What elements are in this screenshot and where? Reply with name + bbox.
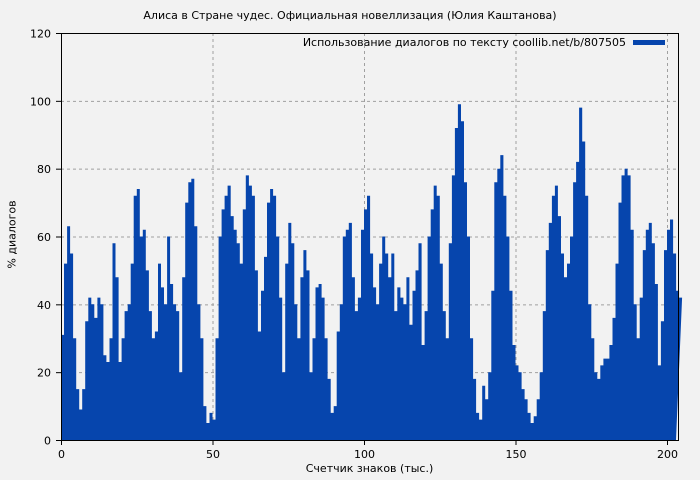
y-tick-label: 40 — [37, 299, 51, 312]
y-tick-label: 20 — [37, 367, 51, 380]
y-tick-label: 80 — [37, 163, 51, 176]
legend-label: Использование диалогов по тексту coollib… — [303, 36, 626, 49]
x-tick-label: 0 — [58, 448, 65, 461]
legend: Использование диалогов по тексту coollib… — [303, 36, 665, 49]
y-tick-label: 0 — [44, 435, 51, 448]
legend-swatch — [633, 40, 665, 45]
data-bars — [61, 104, 683, 440]
y-tick-label: 60 — [37, 231, 51, 244]
x-tick-label: 50 — [206, 448, 220, 461]
axes: 0 20 40 60 80 100 120 0 50 100 150 200 — [30, 28, 679, 461]
x-tick-label: 150 — [506, 448, 527, 461]
chart-title: Алиса в Стране чудес. Официальная новелл… — [143, 9, 557, 22]
y-tick-label: 100 — [30, 95, 51, 108]
y-tick-label: 120 — [30, 28, 51, 41]
x-tick-label: 100 — [354, 448, 375, 461]
x-tick-label: 200 — [657, 448, 678, 461]
x-axis-label: Счетчик знаков (тыс.) — [305, 462, 434, 475]
